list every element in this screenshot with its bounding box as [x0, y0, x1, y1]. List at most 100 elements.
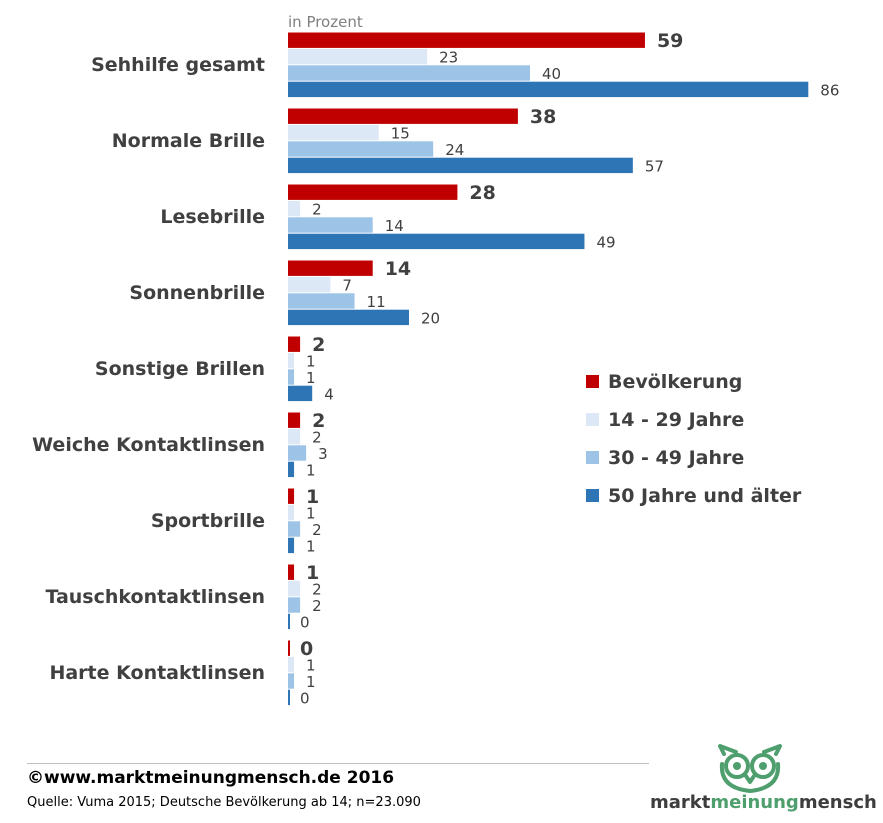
bar-3: [288, 521, 301, 537]
legend-swatch: [586, 375, 599, 388]
bar-4: [288, 613, 290, 630]
logo-word-mensch: mensch: [798, 792, 877, 813]
category-label: Tauschkontaktlinsen: [45, 586, 265, 608]
legend: Bevölkerung 14 - 29 Jahre 30 - 49 Jahre 50 …: [586, 371, 802, 507]
data-label: 40: [542, 65, 561, 83]
data-label: 2: [312, 334, 325, 356]
data-label: 1: [306, 562, 319, 584]
data-label: 2: [312, 597, 322, 615]
bar-2: [288, 504, 295, 521]
bar-1: [288, 32, 645, 48]
data-label: 38: [530, 106, 556, 128]
category-label: Lesebrille: [160, 206, 265, 228]
legend-label: 14 - 29 Jahre: [608, 409, 744, 431]
data-label: 1: [306, 486, 319, 508]
data-label: 14: [385, 258, 411, 280]
data-label: 2: [312, 201, 322, 219]
copyright-text: ©www.marktmeinungmensch.de 2016: [27, 768, 395, 788]
legend-label: Bevölkerung: [608, 371, 742, 393]
bar-1: [288, 564, 295, 580]
legend-swatch: [586, 413, 599, 426]
bar-2: [288, 48, 428, 65]
category-label: Weiche Kontaktlinsen: [32, 434, 265, 456]
data-label: 3: [318, 445, 328, 463]
unit-label: in Prozent: [288, 13, 363, 31]
bar-3: [288, 293, 355, 309]
category-label: Sonnenbrille: [129, 282, 265, 304]
bar-2: [288, 352, 295, 369]
brand-logo: marktmeinungmensch: [650, 742, 877, 822]
owl-icon: [718, 744, 782, 793]
category-label: Sonstige Brillen: [95, 358, 265, 380]
data-label: 23: [439, 49, 458, 67]
legend-label: 50 Jahre und älter: [608, 485, 802, 507]
bar-3: [288, 445, 307, 461]
bar-1: [288, 640, 290, 656]
data-label: 11: [367, 293, 386, 311]
footer-divider: [27, 763, 649, 764]
data-label: 1: [306, 353, 316, 371]
bar-4: [288, 689, 290, 706]
bar-3: [288, 65, 530, 81]
data-label: 1: [306, 461, 316, 479]
bar-1: [288, 488, 295, 504]
bar-2: [288, 200, 301, 217]
bar-3: [288, 597, 301, 613]
data-label: 4: [324, 385, 334, 403]
legend-label: 30 - 49 Jahre: [608, 447, 744, 469]
source-note: Quelle: Vuma 2015; Deutsche Bevölkerung …: [27, 795, 421, 810]
data-label: 0: [300, 638, 313, 660]
data-label: 86: [820, 81, 839, 99]
data-label: 1: [306, 537, 316, 555]
bar-4: [288, 537, 295, 554]
data-label: 49: [596, 233, 615, 251]
bar-1: [288, 260, 373, 276]
bar-2: [288, 580, 301, 597]
data-label: 1: [306, 657, 316, 675]
data-label: 20: [421, 309, 440, 327]
legend-swatch: [586, 489, 599, 502]
bar-3: [288, 673, 295, 689]
data-label: 57: [645, 157, 664, 175]
data-label: 15: [391, 125, 410, 143]
bar-4: [288, 81, 809, 98]
bar-4: [288, 233, 585, 250]
bar-chart: in Prozent Sehhilfe gesamt59234086Normal…: [32, 13, 839, 707]
logo-wordmark: marktmeinungmensch: [650, 792, 877, 813]
bar-2: [288, 656, 295, 673]
data-label: 1: [306, 369, 316, 387]
bar-2: [288, 276, 331, 293]
bar-4: [288, 309, 409, 326]
bar-3: [288, 141, 434, 157]
bar-1: [288, 184, 458, 200]
data-label: 28: [469, 182, 495, 204]
bar-3: [288, 369, 295, 385]
data-label: 1: [306, 505, 316, 523]
bar-4: [288, 157, 633, 174]
data-label: 59: [657, 30, 683, 52]
data-label: 2: [312, 581, 322, 599]
bar-1: [288, 336, 301, 352]
category-label: Harte Kontaktlinsen: [49, 662, 265, 684]
data-label: 24: [445, 141, 464, 159]
data-label: 1: [306, 673, 316, 691]
category-label: Sehhilfe gesamt: [91, 54, 265, 76]
category-label: Sportbrille: [151, 510, 265, 532]
data-label: 2: [312, 521, 322, 539]
logo-word-markt: markt: [650, 792, 711, 813]
legend-swatch: [586, 451, 599, 464]
bar-1: [288, 108, 518, 124]
bar-3: [288, 217, 373, 233]
bar-4: [288, 385, 313, 402]
data-label: 7: [342, 277, 352, 295]
data-label: 14: [385, 217, 404, 235]
bar-1: [288, 412, 301, 428]
bar-2: [288, 428, 301, 445]
category-label: Normale Brille: [112, 130, 265, 152]
bar-4: [288, 461, 295, 478]
data-label: 0: [300, 613, 310, 631]
logo-word-meinung: meinung: [710, 792, 799, 813]
bar-2: [288, 124, 379, 141]
data-label: 0: [300, 689, 310, 707]
